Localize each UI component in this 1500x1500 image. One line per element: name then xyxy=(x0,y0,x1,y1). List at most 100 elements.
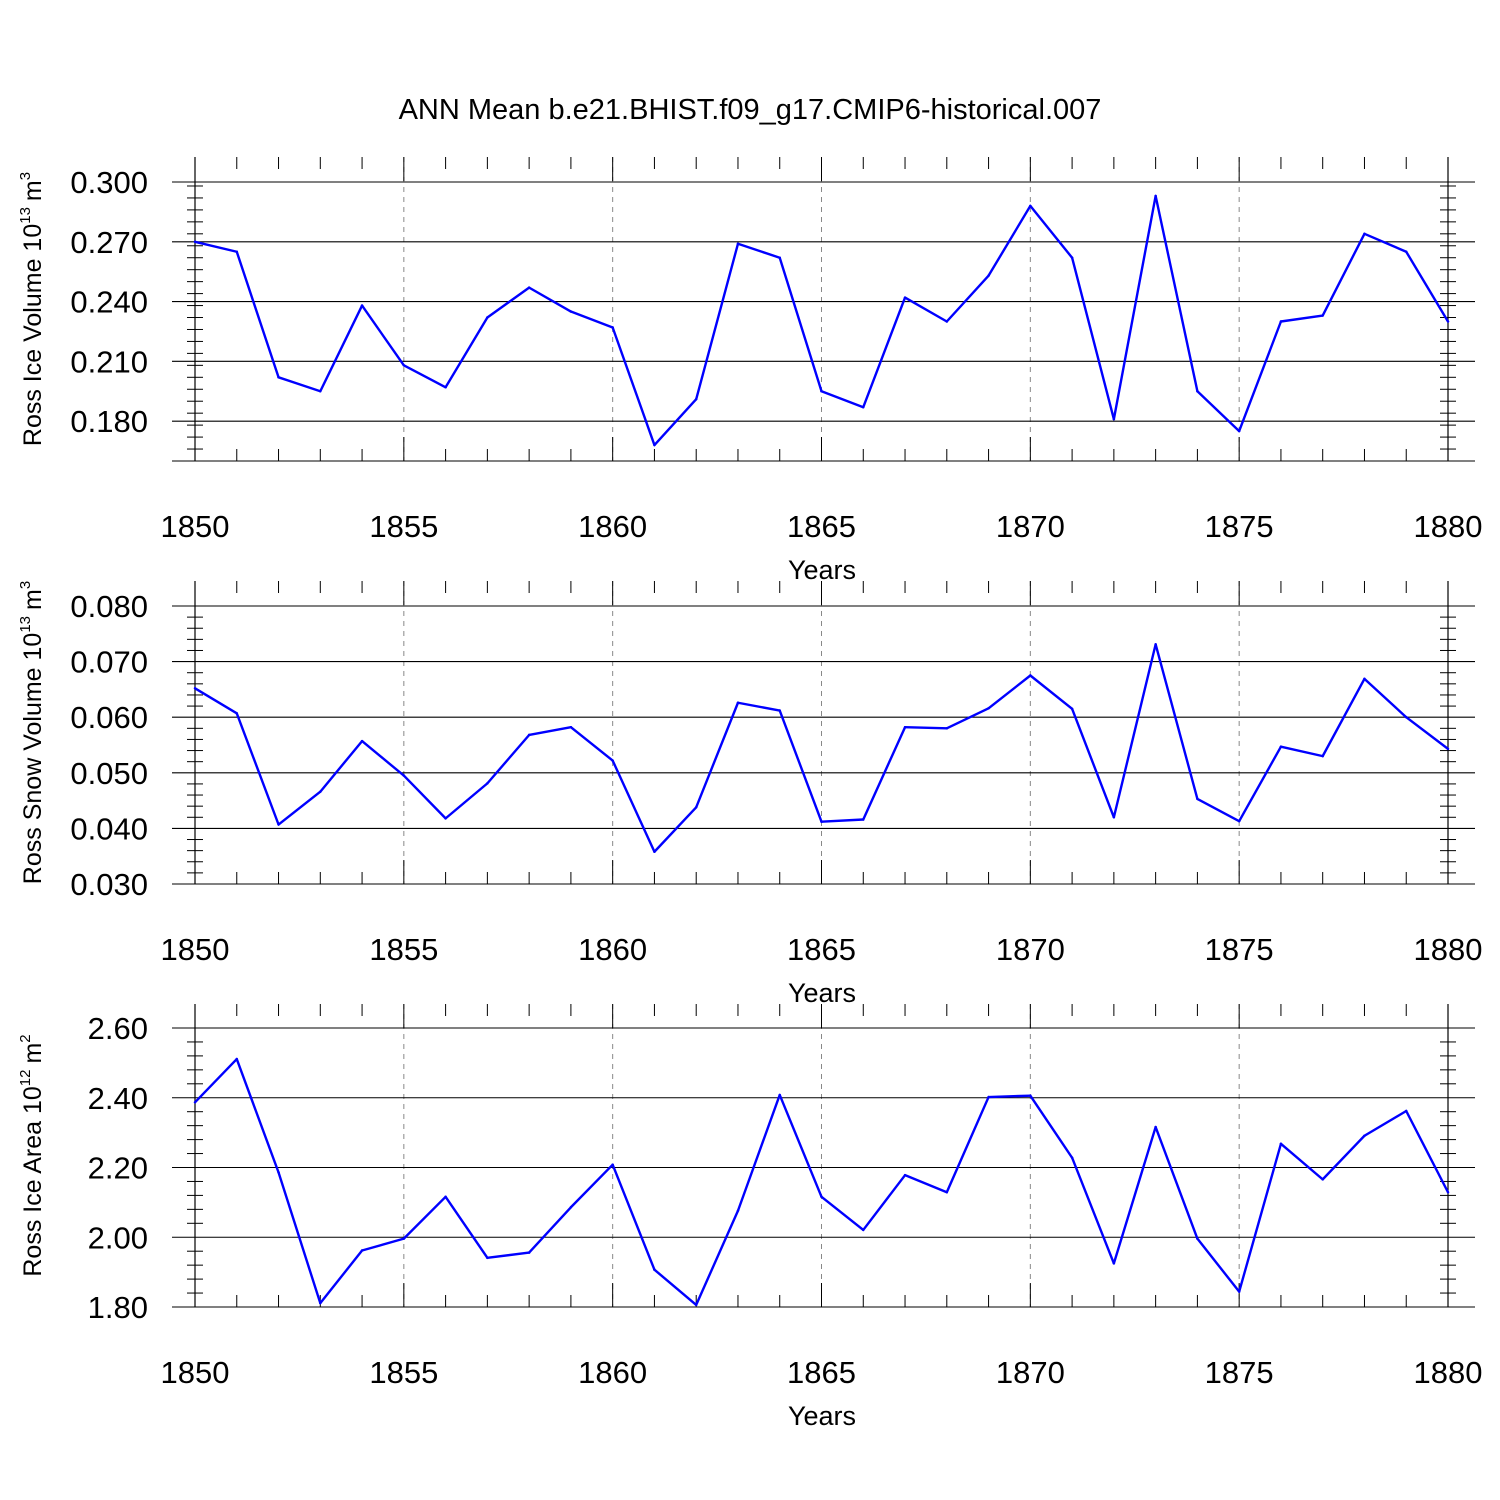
data-point xyxy=(945,320,948,323)
data-point xyxy=(903,296,907,299)
line-segment xyxy=(1112,643,1157,819)
data-point xyxy=(820,1195,823,1198)
data-point xyxy=(1237,429,1241,433)
data-point xyxy=(903,1173,907,1177)
data-point xyxy=(444,386,447,389)
data-point xyxy=(235,1057,238,1061)
data-point xyxy=(1405,250,1408,253)
data-point xyxy=(945,1191,948,1194)
y-tick-label: 0.300 xyxy=(70,165,148,200)
y-tick-label: 0.070 xyxy=(70,645,148,680)
line-segment xyxy=(1029,1094,1074,1159)
data-point xyxy=(277,1171,280,1174)
line-segment xyxy=(444,782,489,820)
line-segment xyxy=(778,709,823,823)
line-segment xyxy=(360,1237,406,1252)
line-segment xyxy=(319,1249,364,1305)
line-segment xyxy=(444,316,489,389)
data-point xyxy=(486,1256,489,1260)
x-tick-label: 1860 xyxy=(578,932,647,967)
data-point xyxy=(1363,232,1366,236)
line-segment xyxy=(611,759,656,853)
data-point xyxy=(360,1249,364,1252)
data-point xyxy=(820,820,823,823)
line-segment xyxy=(736,242,781,259)
line-segment xyxy=(1279,314,1324,323)
y-tick-label: 2.40 xyxy=(88,1081,148,1116)
data-point xyxy=(653,1268,656,1271)
data-point xyxy=(862,405,865,409)
data-point xyxy=(1446,1191,1450,1194)
line-segment xyxy=(360,304,406,367)
line-segment xyxy=(193,240,238,253)
y-tick-label: 0.180 xyxy=(70,404,148,439)
x-tick-label: 1865 xyxy=(787,509,856,544)
data-point xyxy=(569,1206,573,1209)
data-point xyxy=(1237,1290,1241,1293)
data-point xyxy=(319,390,322,393)
data-point xyxy=(1112,816,1116,819)
line-segment xyxy=(1070,1156,1116,1265)
data-point xyxy=(569,726,573,729)
line-segment xyxy=(527,286,573,313)
line-segment xyxy=(903,1173,948,1194)
data-point xyxy=(778,1093,781,1097)
data-point xyxy=(277,823,280,826)
line-segment xyxy=(862,726,907,821)
line-segment xyxy=(1112,1125,1157,1265)
y-axis-label-unit-exponent: 2 xyxy=(17,1034,34,1042)
line-segment xyxy=(1070,707,1116,819)
data-point xyxy=(527,286,531,289)
chart-panels: 0.180 0.210 0.240 0.270 0.300 1850 1855 1860 186… xyxy=(17,157,1482,1431)
line-segment xyxy=(862,296,907,409)
line-segment xyxy=(1237,1142,1283,1293)
line-segment xyxy=(402,1195,447,1240)
data-point xyxy=(402,1237,406,1240)
data-point xyxy=(1405,1109,1408,1113)
y-tick-label: 2.60 xyxy=(88,1011,148,1046)
line-segment xyxy=(527,726,573,737)
x-tick-label: 1880 xyxy=(1414,932,1483,967)
y-tick-label: 2.00 xyxy=(88,1220,148,1255)
data-point xyxy=(695,1303,698,1307)
y-tick-label: 0.080 xyxy=(70,589,148,624)
line-segment xyxy=(1196,797,1241,823)
data-point xyxy=(486,316,489,319)
line-segment xyxy=(695,242,740,401)
x-tick-label: 1875 xyxy=(1205,1355,1274,1390)
y-axis-label: Ross Ice Volume 1013 m3 xyxy=(17,172,47,446)
data-point xyxy=(1154,643,1157,646)
data-point xyxy=(1446,320,1450,323)
y-tick-label: 0.240 xyxy=(70,285,148,320)
data-point xyxy=(1446,747,1450,751)
line-segment xyxy=(903,296,948,323)
data-point xyxy=(235,250,238,253)
data-point xyxy=(527,733,531,737)
line-segment xyxy=(277,790,322,826)
data-point xyxy=(1070,256,1074,259)
y-axis-label-exponent: 12 xyxy=(17,1070,34,1087)
line-segment xyxy=(903,726,948,730)
data-point xyxy=(1070,1156,1074,1159)
y-tick-label: 0.210 xyxy=(70,344,148,379)
data-point xyxy=(193,240,197,243)
line-segment xyxy=(653,398,698,447)
line-segment xyxy=(695,1209,740,1307)
data-point xyxy=(402,364,406,367)
data-point xyxy=(862,1228,865,1232)
line-segment xyxy=(1321,677,1366,758)
data-point xyxy=(987,1095,990,1099)
line-segment xyxy=(1363,1109,1408,1137)
line-segment xyxy=(778,256,823,393)
y-axis-label-exponent: 13 xyxy=(17,616,34,633)
line-segment xyxy=(695,701,740,809)
data-point xyxy=(736,242,740,245)
data-point xyxy=(1196,1237,1199,1240)
y-axis-label-main: Ross Snow Volume 10 xyxy=(19,633,47,885)
line-segment xyxy=(1154,194,1199,393)
series-line xyxy=(193,1057,1450,1307)
y-tick-label: 0.030 xyxy=(70,867,148,902)
data-point xyxy=(736,1209,740,1212)
data-point xyxy=(1196,390,1199,393)
line-segment xyxy=(1279,1142,1324,1181)
